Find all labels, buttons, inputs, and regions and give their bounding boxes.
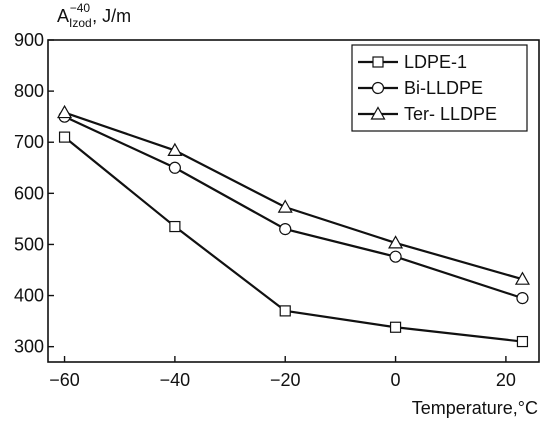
y-axis-label-main: A [57, 6, 69, 26]
legend-label: Ter- LLDPE [404, 104, 497, 124]
y-tick-label: 900 [14, 30, 44, 50]
y-axis-label-subscript: Izod [69, 16, 92, 30]
data-point-bi-lldpe [389, 250, 402, 263]
x-tick-label: −20 [270, 370, 301, 390]
data-point-bi-lldpe [168, 161, 181, 174]
data-point-ter-lldpe [167, 142, 183, 156]
series-line-ldpe-1 [63, 136, 523, 343]
y-axis-label: AIzod−40, J/m [57, 1, 131, 30]
data-point-ldpe-1 [279, 305, 291, 317]
data-point-ldpe-1 [516, 335, 529, 348]
data-point-ldpe-1 [389, 321, 402, 333]
data-point-ldpe-1 [169, 220, 181, 233]
legend-marker [370, 106, 386, 120]
legend-item-ter-lldpe: Ter- LLDPE [358, 104, 497, 124]
x-axis-label: Temperature,°C [412, 398, 538, 418]
y-tick-label: 400 [14, 286, 44, 306]
legend-label: LDPE-1 [404, 52, 467, 72]
x-tick-label: −40 [160, 370, 191, 390]
series-line-ter-lldpe [64, 111, 523, 281]
legend: LDPE-1 Bi-LLDPE Ter- LLDPE [351, 44, 528, 132]
data-point-ldpe-1 [58, 131, 71, 143]
data-point-ter-lldpe [514, 271, 530, 285]
data-point-ter-lldpe [57, 104, 73, 119]
series-ter-lldpe [57, 104, 530, 285]
x-tick-label: −60 [49, 370, 80, 390]
y-axis-label-unit: , J/m [92, 6, 131, 26]
legend-item-ldpe-1: LDPE-1 [358, 52, 467, 72]
y-tick-label: 600 [14, 183, 44, 203]
y-tick-label: 700 [14, 132, 44, 152]
legend-marker [372, 56, 384, 68]
legend-label: Bi-LLDPE [404, 78, 483, 98]
data-point-bi-lldpe [516, 292, 529, 305]
x-axis-ticks: −60 −40 −20 0 20 [49, 356, 516, 390]
y-tick-label: 800 [14, 81, 44, 101]
x-tick-label: 20 [496, 370, 516, 390]
y-tick-label: 500 [14, 234, 44, 254]
data-point-ter-lldpe [277, 199, 293, 213]
series-bi-lldpe [58, 110, 529, 305]
data-point-bi-lldpe [279, 223, 292, 236]
y-axis-label-superscript: −40 [70, 1, 91, 15]
series-ldpe-1 [58, 131, 529, 348]
series-line-bi-lldpe [64, 115, 523, 300]
plot-frame [47, 39, 540, 363]
x-tick-label: 0 [391, 370, 401, 390]
series-layer [57, 104, 530, 348]
legend-marker [371, 81, 385, 95]
data-point-ter-lldpe [388, 235, 404, 249]
legend-item-bi-lldpe: Bi-LLDPE [358, 78, 483, 98]
y-tick-label: 300 [14, 337, 44, 357]
y-axis-ticks: 300 400 500 600 700 800 900 [14, 30, 54, 357]
